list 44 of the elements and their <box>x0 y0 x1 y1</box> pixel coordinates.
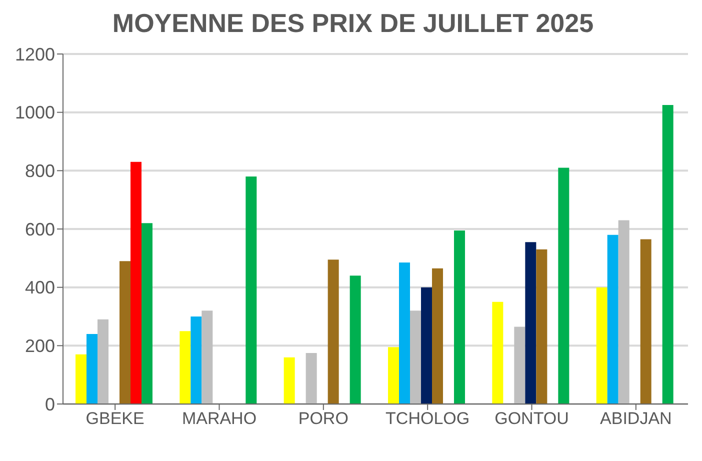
bar <box>86 334 98 404</box>
bar <box>328 260 339 404</box>
bar <box>350 276 361 404</box>
bar <box>492 302 504 404</box>
bar <box>410 310 421 404</box>
bar <box>514 326 526 404</box>
bar <box>130 162 142 404</box>
bar <box>142 223 152 404</box>
bar <box>202 310 213 404</box>
bar <box>421 287 432 404</box>
x-tick-label: GONTOU <box>494 409 569 428</box>
y-tick-label: 1200 <box>14 44 55 64</box>
bar <box>399 262 410 404</box>
bar <box>120 261 130 404</box>
bar <box>76 354 86 404</box>
y-tick-label: 0 <box>44 394 55 414</box>
bar <box>190 316 202 404</box>
chart-title: MOYENNE DES PRIX DE JUILLET 2025 <box>111 8 595 40</box>
bar <box>284 357 295 404</box>
y-tick-label: 200 <box>24 336 55 356</box>
bar <box>180 331 191 404</box>
bar <box>98 319 108 404</box>
bar <box>246 176 257 404</box>
bar <box>306 352 317 404</box>
x-tick-label: TCHOLOG <box>386 409 470 428</box>
x-tick-label: GBEKE <box>86 409 144 428</box>
y-tick-label: 800 <box>24 161 55 182</box>
y-tick-label: 1000 <box>14 102 55 123</box>
bar <box>596 287 608 404</box>
y-tick-label: 400 <box>24 278 55 298</box>
x-tick-label: ABIDJAN <box>600 409 672 428</box>
bar <box>454 230 465 404</box>
bar <box>536 249 548 404</box>
bar <box>640 239 652 404</box>
x-tick-label: PORO <box>298 409 348 428</box>
bar <box>618 220 630 404</box>
bar <box>388 347 399 404</box>
bar <box>525 242 536 404</box>
x-tick-label: MARAHO <box>182 409 257 428</box>
bar <box>607 234 618 404</box>
bar <box>662 105 674 404</box>
bar <box>558 168 570 404</box>
y-tick-label: 600 <box>24 219 55 240</box>
bar <box>432 268 443 404</box>
